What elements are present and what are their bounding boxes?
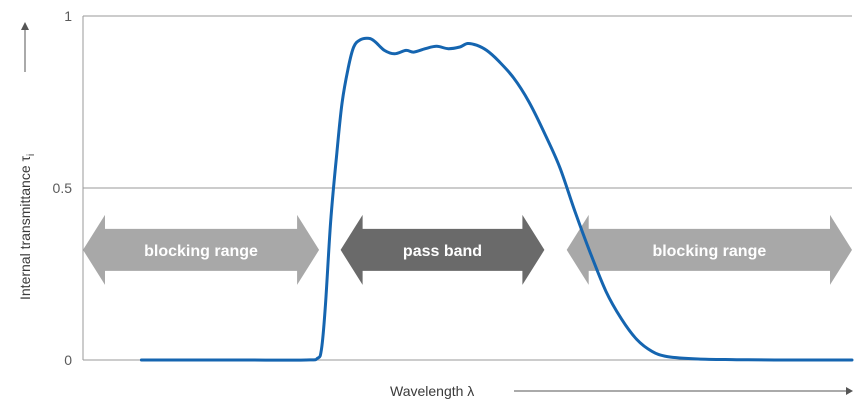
band-label: blocking range (652, 243, 766, 260)
x-axis-label: Wavelength λ (390, 383, 474, 399)
band-arrow-shape (83, 214, 320, 285)
y-axis-arrow (21, 22, 29, 72)
band-arrow-shape (340, 214, 545, 285)
plot-frame (82, 15, 852, 361)
y-tick-label: 0.5 (53, 180, 73, 196)
x-axis-arrow (514, 387, 853, 395)
band-label: blocking range (144, 243, 258, 260)
transmittance-curve (139, 36, 854, 362)
annotation-arrows: blocking range pass band blocking range (83, 214, 852, 285)
y-axis-label-subscript: i (26, 154, 37, 156)
band-label: pass band (403, 243, 482, 260)
band-arrow: pass band (340, 214, 545, 285)
band-arrow: blocking range (566, 214, 852, 285)
y-tick-labels: 00.51 (53, 8, 73, 368)
y-tick-label: 0 (64, 352, 72, 368)
band-arrow-shape (566, 214, 852, 285)
band-arrow: blocking range (83, 214, 320, 285)
y-tick-label: 1 (64, 8, 72, 24)
y-axis-label: Internal transmittance τi (17, 154, 37, 300)
